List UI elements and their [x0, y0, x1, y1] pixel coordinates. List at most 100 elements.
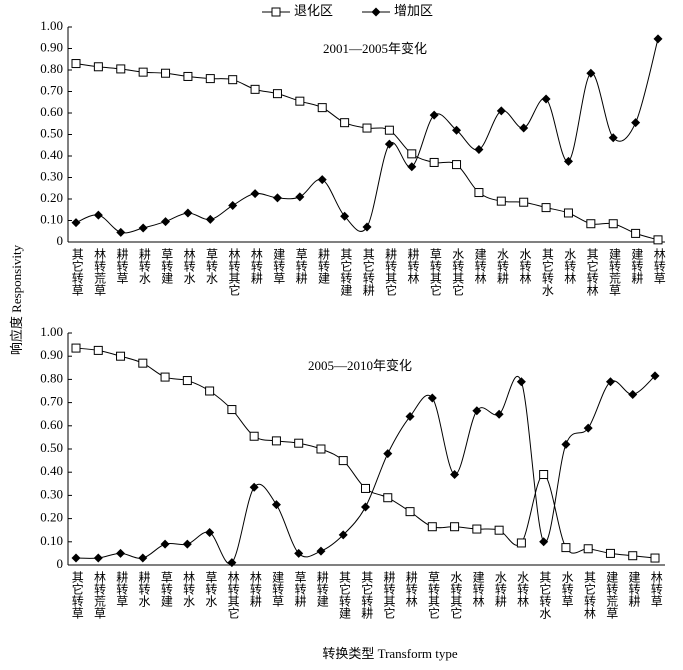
x-tick-label: 耕转林 — [406, 247, 420, 284]
x-tick-label: 其它转林 — [582, 571, 596, 619]
data-point — [271, 500, 281, 510]
data-point — [628, 551, 638, 561]
annotation: 2005—2010年变化 — [308, 358, 412, 373]
x-tick-label: 其它转水 — [540, 248, 554, 296]
x-tick-label: 耕转建 — [316, 247, 330, 285]
x-tick-label: 耕转水 — [137, 570, 151, 607]
data-point — [427, 522, 437, 532]
data-point — [138, 358, 148, 368]
x-tick-label: 水转林 — [516, 571, 530, 607]
x-tick-label: 建转荒草 — [605, 571, 619, 619]
data-point — [605, 548, 615, 558]
legend-label: 增加区 — [394, 3, 433, 18]
data-point — [338, 530, 348, 540]
data-point — [250, 189, 260, 199]
data-point — [586, 68, 596, 78]
legend-marker — [271, 7, 281, 17]
y-tick-label: 0.40 — [40, 147, 63, 162]
y-tick-label: 0.90 — [40, 39, 63, 54]
data-point — [93, 210, 103, 220]
data-point — [205, 528, 215, 538]
data-point — [496, 196, 506, 206]
x-tick-label: 建转耕 — [630, 248, 644, 285]
x-tick-label: 林转荒草 — [93, 571, 107, 619]
x-tick-label: 水转其它 — [449, 571, 463, 619]
x-tick-label: 林转耕 — [248, 571, 262, 608]
x-tick-label: 草转水 — [205, 248, 219, 284]
data-point — [294, 438, 304, 448]
data-point — [541, 94, 551, 104]
y-tick-label: 1.00 — [40, 324, 63, 339]
data-point — [519, 197, 529, 207]
data-point — [628, 389, 638, 399]
y-tick-label: 0.20 — [40, 510, 63, 525]
data-point — [519, 123, 529, 133]
data-point — [407, 162, 417, 172]
y-tick-label: 0.70 — [40, 82, 63, 97]
x-tick-label: 水转草 — [560, 571, 574, 607]
x-tick-label: 其它转林 — [585, 248, 599, 296]
data-point — [93, 345, 103, 355]
data-point — [116, 548, 126, 558]
data-point — [383, 449, 393, 459]
data-point — [93, 62, 103, 72]
data-point — [405, 412, 415, 422]
data-point — [474, 188, 484, 198]
x-tick-label: 草转耕 — [293, 571, 307, 608]
data-point — [472, 406, 482, 416]
data-point — [160, 372, 170, 382]
data-point — [608, 219, 618, 229]
data-point — [338, 456, 348, 466]
y-tick-label: 0.10 — [40, 211, 63, 226]
x-tick-label: 草转建 — [159, 571, 173, 608]
data-point — [631, 228, 641, 238]
x-tick-label: 建转草 — [271, 571, 285, 607]
data-point — [450, 522, 460, 532]
data-point — [71, 218, 81, 228]
y-tick-label: 0.80 — [40, 61, 63, 76]
y-axis-label: 响应度 Responsivity — [9, 244, 24, 355]
y-tick-label: 0.30 — [40, 486, 63, 501]
x-tick-label: 水转林 — [518, 248, 532, 284]
data-point — [516, 538, 526, 548]
data-point — [227, 405, 237, 415]
data-point — [608, 133, 618, 143]
data-point — [116, 64, 126, 74]
x-tick-label: 草转其它 — [427, 571, 441, 619]
data-point — [271, 436, 281, 446]
x-tick-label: 耕转建 — [315, 570, 329, 608]
data-point — [539, 537, 549, 547]
x-tick-label: 林转水 — [182, 571, 196, 607]
x-tick-label: 水转耕 — [496, 248, 510, 285]
y-tick-label: 0.60 — [40, 417, 63, 432]
data-point — [429, 157, 439, 167]
x-tick-label: 其它转耕 — [360, 571, 374, 620]
x-tick-label: 其它转水 — [538, 571, 552, 619]
y-tick-label: 0.50 — [40, 440, 63, 455]
x-tick-label: 林转水 — [182, 248, 196, 284]
x-tick-label: 其它转草 — [70, 571, 84, 619]
data-point — [452, 125, 462, 135]
y-tick-label: 0.60 — [40, 104, 63, 119]
x-axis-label: 转换类型 Transform type — [322, 646, 458, 661]
x-tick-label: 水转其它 — [451, 248, 465, 296]
data-point — [650, 371, 660, 381]
x-tick-label: 林转耕 — [249, 248, 263, 285]
legend-label: 退化区 — [294, 3, 333, 18]
data-point — [295, 192, 305, 202]
data-point — [71, 553, 81, 563]
x-tick-label: 耕转林 — [404, 570, 418, 607]
x-tick-label: 其它转耕 — [361, 248, 375, 297]
data-point — [561, 543, 571, 553]
data-point — [563, 156, 573, 166]
data-point — [205, 74, 215, 84]
data-point — [228, 200, 238, 210]
x-tick-label: 建转林 — [473, 248, 487, 284]
data-point — [561, 439, 571, 449]
y-tick-label: 0.40 — [40, 463, 63, 478]
data-point — [407, 149, 417, 159]
data-point — [249, 431, 259, 441]
data-point — [516, 377, 526, 387]
data-point — [182, 539, 192, 549]
y-tick-label: 0.90 — [40, 347, 63, 362]
